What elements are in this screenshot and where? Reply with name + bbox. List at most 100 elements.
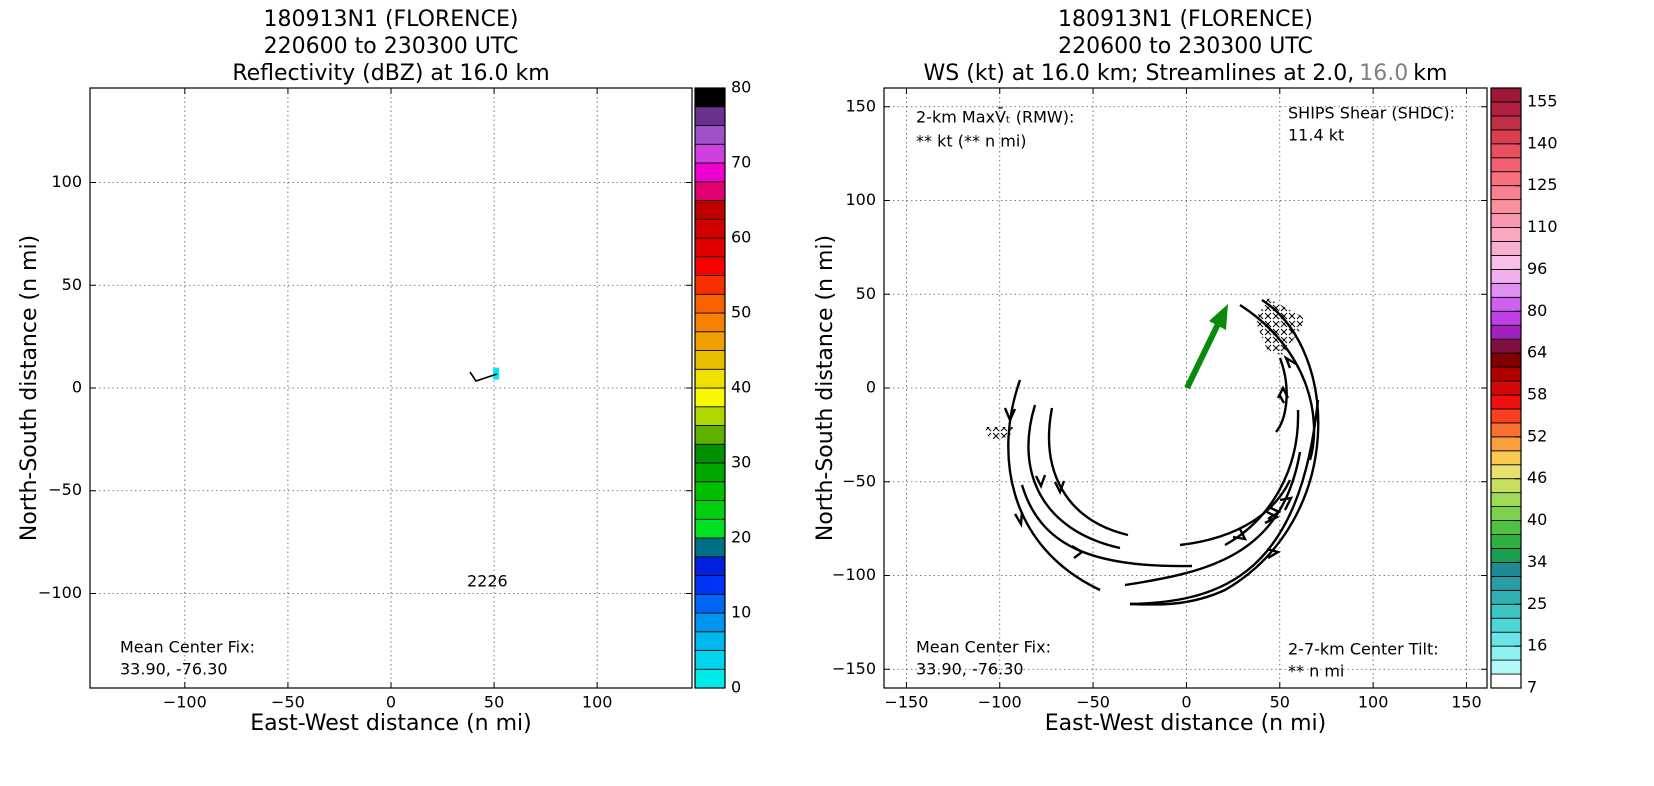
colorbar-segment [694, 668, 726, 689]
annotation: 2226 [467, 572, 508, 591]
colorbar-segment [1490, 143, 1522, 159]
plot-frame [883, 87, 1488, 689]
colorbar-segment [694, 237, 726, 258]
colorbar-tick-label: 80 [1527, 301, 1547, 320]
x-tick-label: 100 [1358, 693, 1389, 712]
colorbar-segment [694, 275, 726, 295]
chart-title: 180913N1 (FLORENCE) [264, 7, 519, 32]
y-tick-label: 50 [856, 284, 876, 303]
colorbar-segment [694, 387, 726, 408]
colorbar-segment [1490, 575, 1522, 591]
colorbar-tick-label: 34 [1527, 552, 1547, 571]
colorbar-tick-label: 7 [1527, 678, 1537, 697]
colorbar-segment [694, 593, 726, 614]
colorbar-tick-label: 30 [731, 453, 751, 472]
colorbar-segment [1490, 464, 1522, 480]
colorbar-segment [694, 443, 726, 464]
x-tick-label: −100 [163, 693, 207, 712]
x-axis-label: East-West distance (n mi) [250, 711, 531, 736]
colorbar-tick-label: 140 [1527, 133, 1558, 152]
colorbar-segment [694, 125, 726, 145]
colorbar-segment [694, 537, 726, 558]
colorbar-tick-label: 50 [731, 303, 751, 322]
colorbar-segment [1490, 520, 1522, 535]
colorbar-segment [1490, 296, 1522, 312]
colorbar-segment [1490, 548, 1522, 563]
colorbar-segment [1490, 213, 1522, 228]
colorbar-segment [1490, 603, 1522, 619]
colorbar-tick-label: 10 [731, 603, 751, 622]
colorbar-segment [1490, 534, 1522, 549]
colorbar-segment [694, 518, 726, 539]
y-axis-label: North-South distance (n mi) [813, 235, 838, 541]
y-axis-label: North-South distance (n mi) [17, 235, 42, 541]
colorbar-tick-label: 70 [731, 153, 751, 172]
chart-title: Reflectivity (dBZ) at 16.0 km [232, 61, 549, 86]
colorbar-segment [694, 181, 726, 201]
colorbar-segment [1490, 185, 1522, 201]
chart-title: WS (kt) at 16.0 km; Streamlines at 2.0, 1… [924, 61, 1448, 86]
hatch-region [985, 427, 1013, 440]
colorbar-segment [1490, 366, 1522, 382]
colorbar-segment [694, 200, 726, 220]
annotation: Mean Center Fix: [120, 638, 255, 657]
colorbar-segment [1490, 129, 1522, 145]
colorbar-tick-label: 25 [1527, 594, 1547, 613]
x-tick-label: 0 [386, 693, 396, 712]
annotation: ** kt (** n mi) [916, 132, 1027, 151]
colorbar-frame [1490, 87, 1522, 689]
colorbar-tick-label: 64 [1527, 343, 1547, 362]
colorbar-segment [694, 368, 726, 389]
colorbar-segment [694, 556, 726, 576]
y-tick-label: 0 [866, 378, 876, 397]
colorbar-segment [1490, 659, 1522, 675]
colorbar-segment [694, 425, 726, 445]
colorbar-segment [1490, 645, 1522, 661]
colorbar-tick-label: 58 [1527, 384, 1547, 403]
x-tick-label: −100 [978, 693, 1022, 712]
colorbar-segment [1490, 268, 1522, 284]
colorbar-tick-label: 96 [1527, 259, 1547, 278]
colorbar-tick-label: 40 [1527, 510, 1547, 529]
x-tick-label: 100 [582, 693, 613, 712]
chart-title: 180913N1 (FLORENCE) [1058, 7, 1313, 32]
colorbar-segment [694, 650, 726, 670]
y-tick-label: −100 [38, 583, 82, 602]
colorbar-segment [1490, 115, 1522, 131]
colorbar-segment [694, 293, 726, 314]
colorbar-segment [1490, 562, 1522, 577]
annotation: 2-km MaxV̄ₜ (RMW): [916, 108, 1074, 127]
hatch-region [1255, 298, 1305, 355]
y-tick-label: −50 [48, 480, 82, 499]
colorbar-segment [1490, 589, 1522, 605]
colorbar-segment [694, 106, 726, 126]
colorbar-segment [1490, 199, 1522, 214]
colorbar-tick-label: 155 [1527, 91, 1558, 110]
y-tick-label: 100 [51, 172, 82, 191]
colorbar-segment [694, 612, 726, 633]
title-part: 16.0 [1359, 61, 1408, 86]
colorbar-tick-label: 0 [731, 678, 741, 697]
colorbar-tick-label: 40 [731, 378, 751, 397]
y-tick-label: 0 [72, 378, 82, 397]
title-part: km [1413, 61, 1447, 86]
colorbar-segment [694, 575, 726, 595]
colorbar-segment [1490, 394, 1522, 410]
colorbar-segment [694, 162, 726, 183]
x-tick-label: 150 [1451, 693, 1482, 712]
colorbar-segment [1490, 492, 1522, 508]
colorbar-segment [1490, 422, 1522, 438]
colorbar-tick-label: 60 [731, 228, 751, 247]
colorbar-tick-label: 110 [1527, 217, 1558, 236]
colorbar-segment [1490, 673, 1522, 689]
colorbar-segment [1490, 157, 1522, 173]
colorbar-segment [1490, 631, 1522, 647]
colorbar-segment [1490, 478, 1522, 494]
y-tick-label: 50 [62, 275, 82, 294]
x-tick-label: 50 [484, 693, 504, 712]
colorbar-segment [1490, 310, 1522, 326]
colorbar-tick-label: 46 [1527, 468, 1547, 487]
colorbar-segment [1490, 255, 1522, 270]
colorbar-segment [694, 406, 726, 426]
